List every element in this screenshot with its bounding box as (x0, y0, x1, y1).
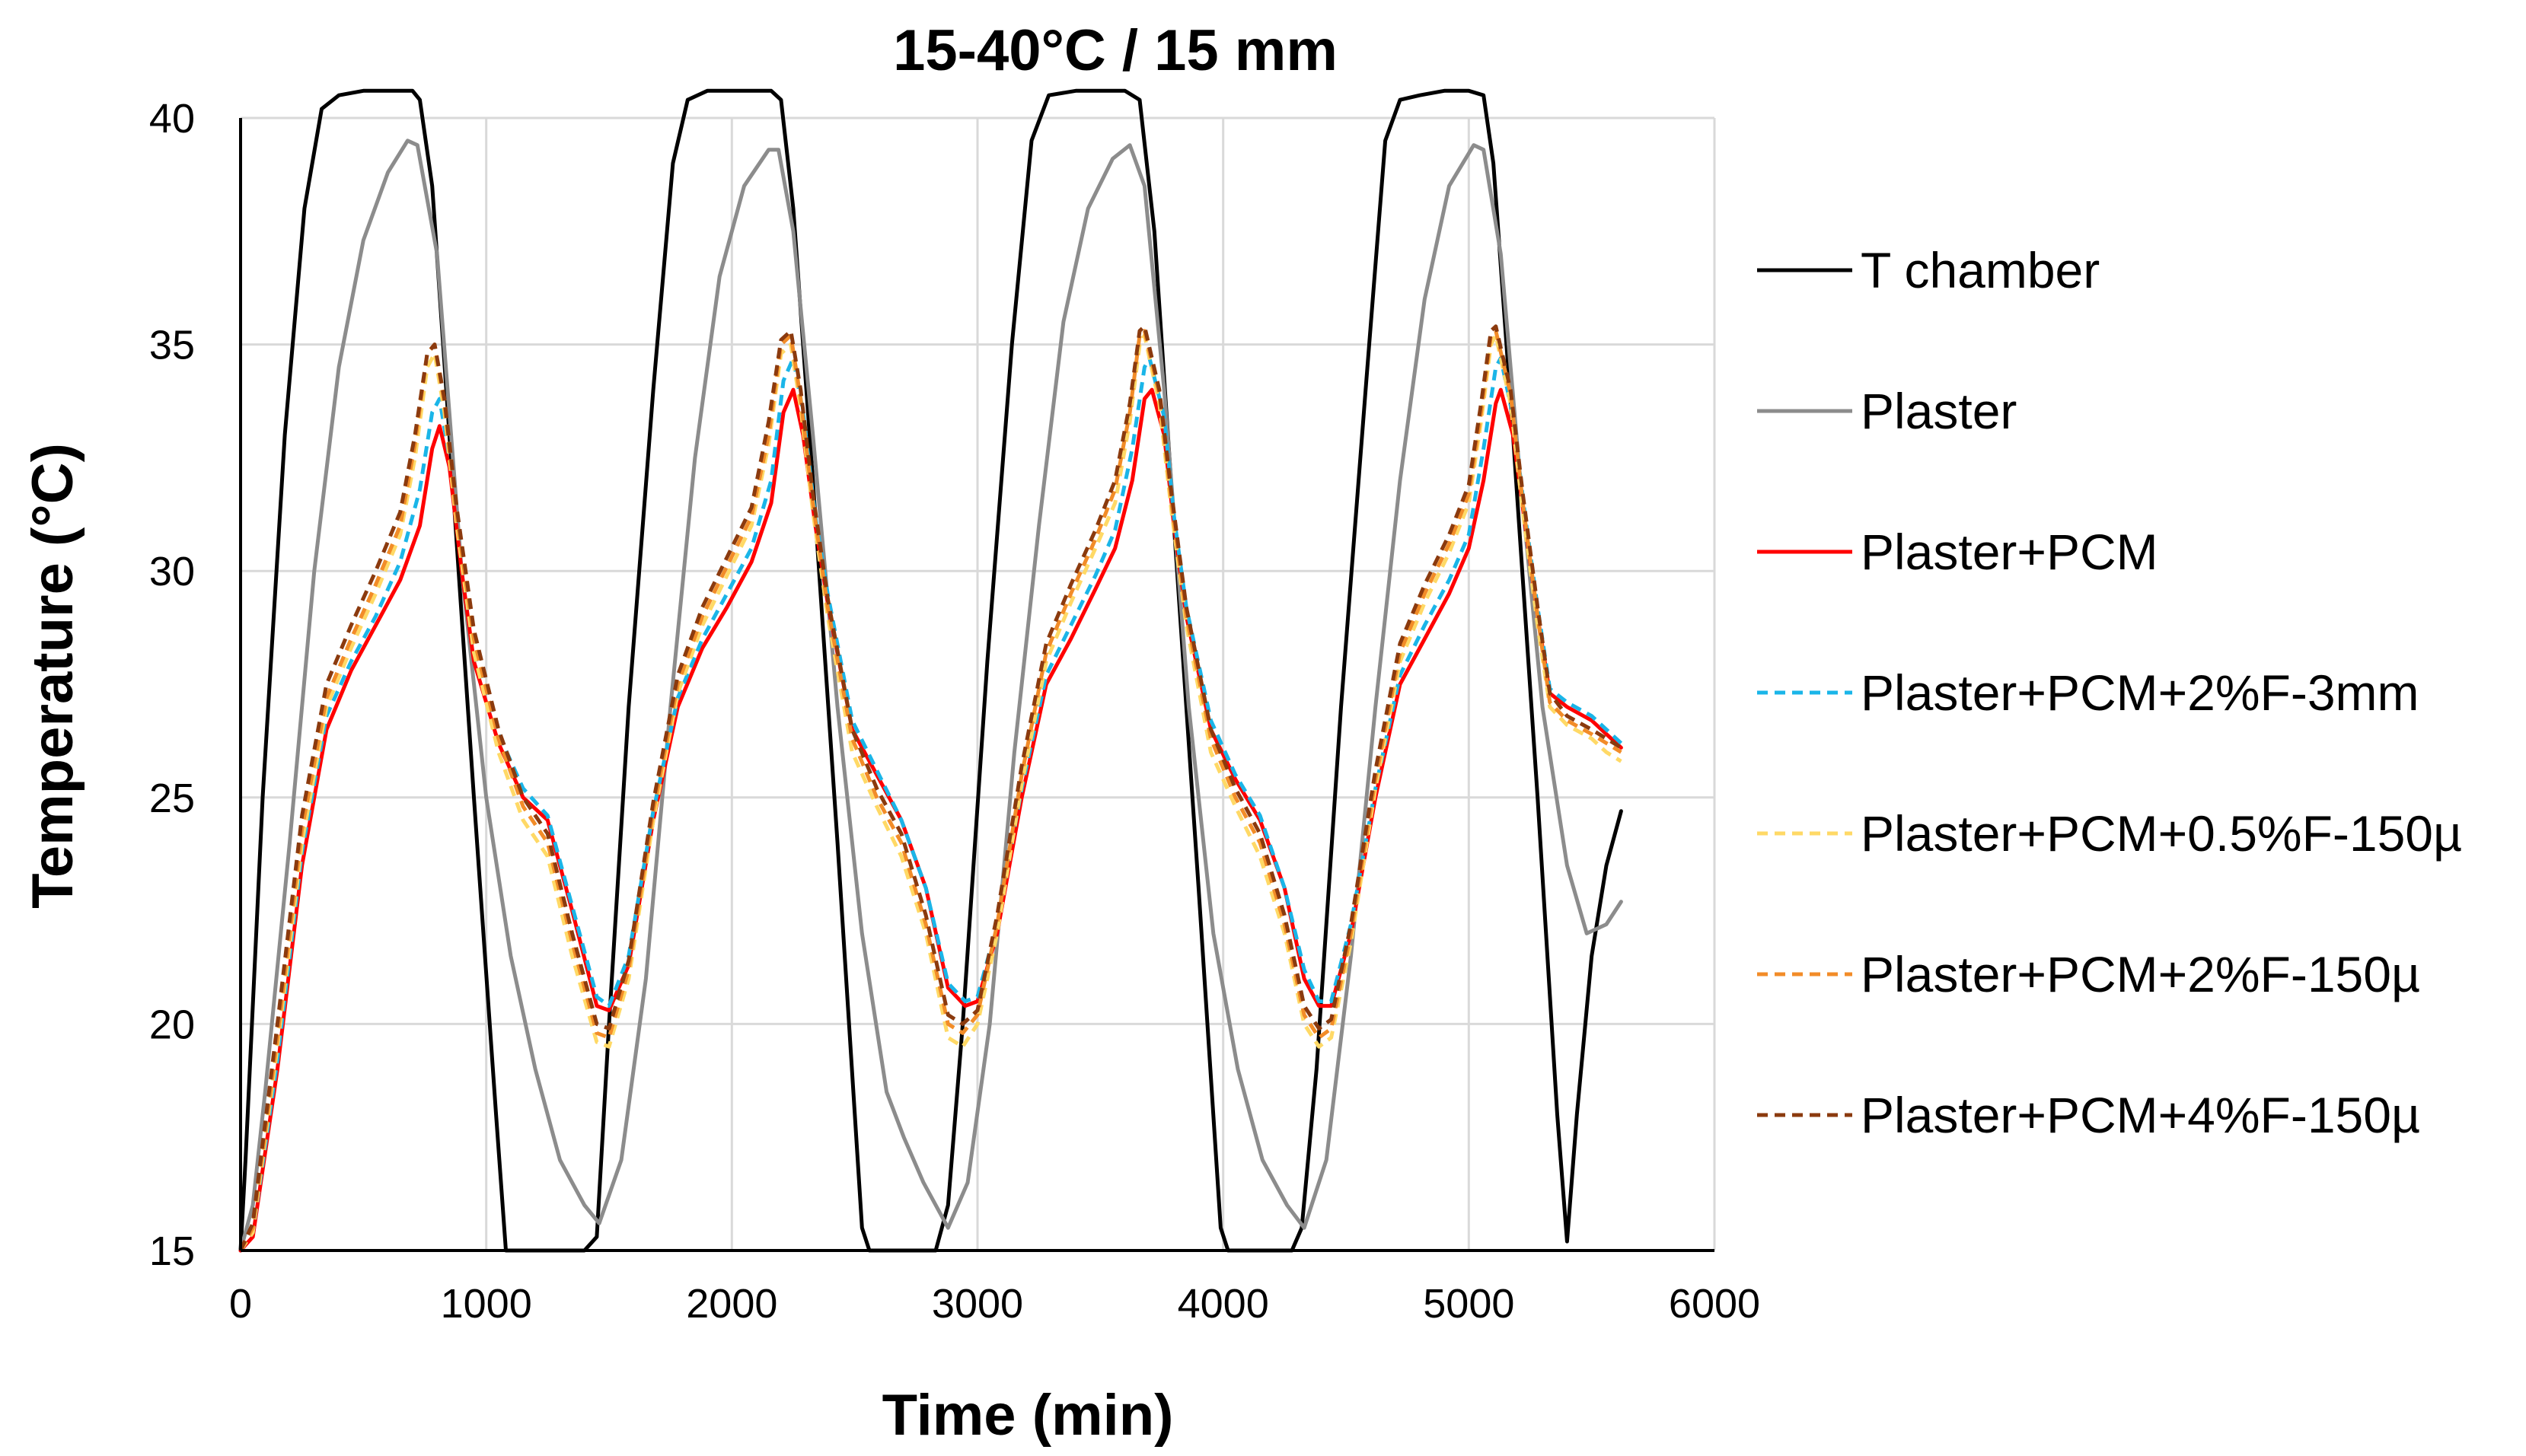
series-line-2 (238, 139, 1623, 1253)
legend-label: Plaster+PCM+2%F-3mm (1861, 664, 2419, 721)
y-tick-label: 25 (149, 776, 195, 821)
series-line-4 (238, 356, 1623, 1252)
chart-title: 15-40°C / 15 mm (893, 18, 1338, 83)
grid (241, 116, 1716, 1251)
x-tick-label: 4000 (1178, 1281, 1269, 1327)
legend-label: Plaster+PCM (1861, 524, 2158, 580)
x-tick-label: 1000 (441, 1281, 532, 1327)
y-tick-label: 40 (149, 96, 195, 142)
legend-label: Plaster (1861, 383, 2017, 439)
legend-label: Plaster+PCM+4%F-150µ (1861, 1087, 2420, 1143)
y-tick-label: 35 (149, 323, 195, 368)
axes (239, 118, 1714, 1252)
series-line-6 (238, 329, 1622, 1252)
series-line-5 (238, 333, 1622, 1252)
series-lines (238, 88, 1623, 1253)
legend-label: T chamber (1861, 242, 2100, 298)
legend-label: Plaster+PCM+2%F-150µ (1861, 946, 2420, 1002)
x-tick-label: 6000 (1669, 1281, 1760, 1327)
series-line-7 (238, 324, 1622, 1252)
x-tick-label: 3000 (932, 1281, 1023, 1327)
y-axis-label: Temperature (°C) (21, 443, 85, 909)
legend: T chamber Plaster Plaster+PCM Plaster+PCM+2… (1757, 242, 2462, 1143)
tick-labels: 0 1000 2000 3000 4000 5000 6000 15 20 25 30 35 40 (149, 96, 1760, 1327)
series-line-3 (238, 387, 1623, 1253)
y-tick-label: 15 (149, 1228, 195, 1274)
x-tick-label: 5000 (1423, 1281, 1514, 1327)
y-tick-label: 20 (149, 1002, 195, 1047)
y-tick-label: 30 (149, 549, 195, 594)
x-tick-label: 2000 (686, 1281, 777, 1327)
legend-label: Plaster+PCM+0.5%F-150µ (1861, 805, 2462, 862)
x-tick-label: 0 (229, 1281, 252, 1327)
x-axis-label: Time (min) (882, 1383, 1174, 1448)
series-line-1 (238, 88, 1623, 1253)
